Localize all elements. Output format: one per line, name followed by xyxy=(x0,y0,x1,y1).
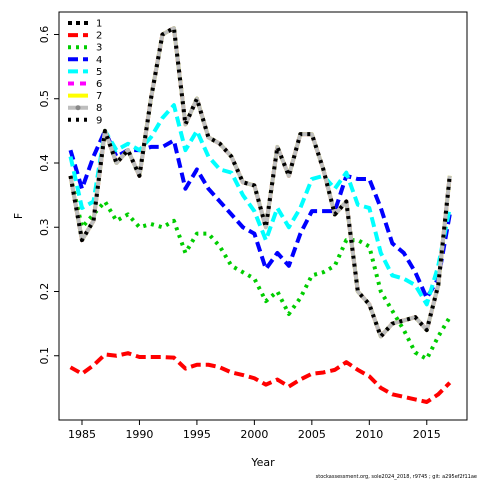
legend-label-8: 8 xyxy=(96,103,102,114)
x-tick-label: 1985 xyxy=(68,428,96,441)
x-axis: 1985 1990 1995 2000 2005 2010 2015 xyxy=(68,420,441,441)
y-tick-label: 0.4 xyxy=(38,154,51,172)
series-line-5 xyxy=(68,103,452,307)
legend-label-6: 6 xyxy=(96,79,102,90)
legend-label-1: 1 xyxy=(96,19,102,30)
x-tick-label: 2010 xyxy=(355,428,383,441)
legend-label-5: 5 xyxy=(96,67,102,78)
x-tick-label: 1990 xyxy=(125,428,153,441)
legend-label-9: 9 xyxy=(96,115,102,126)
plot-frame xyxy=(58,11,468,421)
x-tick-label: 2005 xyxy=(298,428,326,441)
y-tick-label: 0.6 xyxy=(38,26,51,44)
y-tick-label: 0.3 xyxy=(38,218,51,236)
footer-note: stockassessment.org, sole2024_2018, r974… xyxy=(316,474,477,480)
x-tick-label: 2000 xyxy=(240,428,268,441)
x-tick-label: 2015 xyxy=(413,428,441,441)
series-lines xyxy=(68,26,452,405)
series-line-9 xyxy=(68,26,452,339)
x-axis-title: Year xyxy=(250,456,275,469)
x-tick-label: 1995 xyxy=(183,428,211,441)
y-axis: 0.1 0.2 0.3 0.4 0.5 0.6 xyxy=(38,26,59,365)
y-tick-label: 0.5 xyxy=(38,90,51,108)
legend-label-2: 2 xyxy=(96,31,102,42)
legend-marker-8 xyxy=(75,105,81,111)
y-tick-label: 0.2 xyxy=(38,283,51,301)
y-axis-title: F xyxy=(12,213,25,219)
legend-label-7: 7 xyxy=(96,91,102,102)
legend-label-4: 4 xyxy=(96,55,102,66)
series-line-2 xyxy=(69,351,452,405)
series-line-4 xyxy=(68,128,452,300)
y-tick-label: 0.1 xyxy=(38,347,51,365)
legend-label-3: 3 xyxy=(96,43,102,54)
